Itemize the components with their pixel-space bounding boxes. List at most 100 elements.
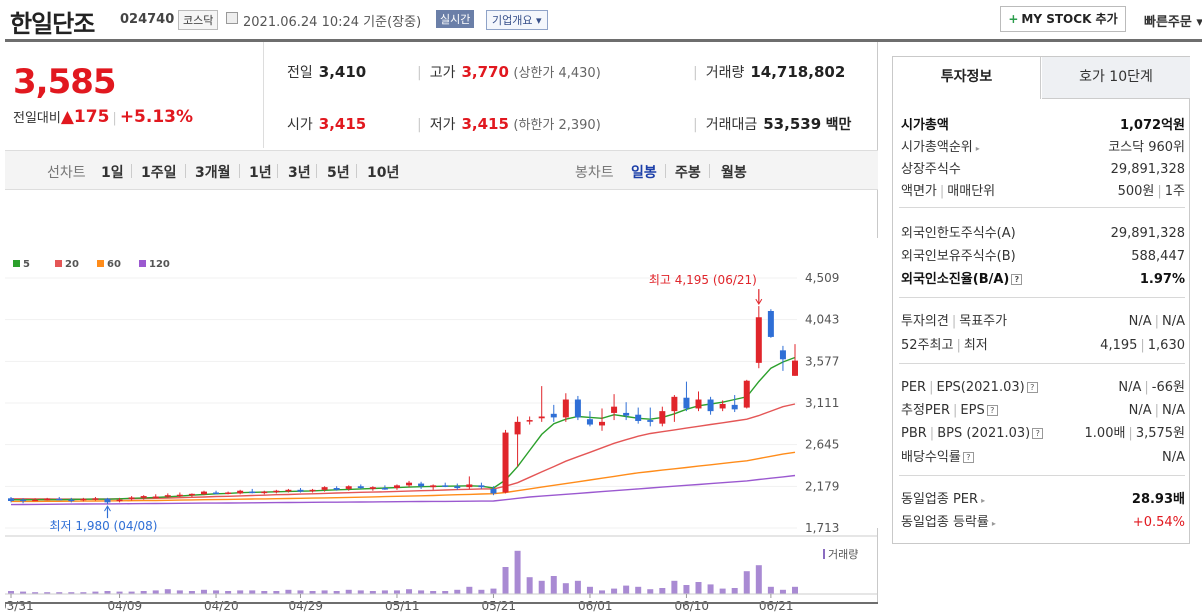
candle-body [550,413,557,418]
row-divider [899,297,1185,298]
invest-row-value: N/A | N/A [1128,403,1185,418]
candle-body [490,488,497,494]
invest-row-value: 500원 | 1주 [1117,184,1185,199]
candle-body [526,420,533,422]
candle-body [68,499,75,502]
chart-background [5,238,878,528]
invest-row-label: 외국인보유주식수(B) [901,249,1016,264]
period-1w[interactable]: 1주일 [141,165,177,181]
candle-daily[interactable]: 일봉 [631,165,657,181]
candle-body [333,488,340,490]
volume-bar [671,580,678,594]
period-3m[interactable]: 3개월 [195,165,231,181]
y-tick-label: 4,043 [805,313,839,327]
volume-bar [200,589,207,594]
moving-average-line [11,451,796,503]
candle-body [393,485,400,489]
volume-bar [538,580,545,594]
min-price-label: 최저 1,980 (04/08) [49,519,157,533]
price-change: 전일대비▲175 | +5.13% [13,107,194,127]
company-overview-dropdown[interactable]: 기업개요 ▾ [486,10,548,30]
volume-bar [357,590,364,594]
volume-bar [466,586,473,594]
period-10y[interactable]: 10년 [367,165,400,181]
candle-body [731,404,738,410]
legend-label: 60 [107,259,121,270]
candle-body [237,490,244,494]
invest-row-value: 1.97% [1139,272,1185,287]
help-icon[interactable]: ? [1026,382,1038,393]
stat-volume: | 거래량 14,718,802 [693,63,846,81]
candle-monthly[interactable]: 월봉 [721,165,747,181]
candle-body [309,489,316,492]
tab-quotes-10[interactable]: 호가 10단계 [1042,57,1190,99]
volume-bar [92,591,99,594]
candle-body [297,489,304,492]
volume-bar [623,585,630,594]
add-my-stock-button[interactable]: + MY STOCK 추가 [1000,6,1126,32]
invest-row-label[interactable]: 시가총액순위 ▸ [901,140,980,155]
invest-row-label: 52주최고 | 최저 [901,338,988,353]
candle-body [225,492,232,495]
max-price-label: 최고 4,195 (06/21) [649,273,757,287]
candle-body [635,414,642,421]
candle-chart-label: 봉차트 [575,165,614,181]
y-tick-label: 3,111 [805,396,839,410]
max-arrow-head [755,298,763,306]
stat-low: | 저가 3,415 (하한가 2,390) [417,115,601,133]
period-1y[interactable]: 1년 [249,165,272,181]
volume-bar [514,550,521,594]
invest-row-label[interactable]: 동일업종 PER ▸ [901,492,986,507]
volume-bar [152,590,159,594]
candle-weekly[interactable]: 주봉 [675,165,701,181]
up-arrow-icon: ▲ [60,107,74,127]
period-3y[interactable]: 3년 [288,165,311,181]
plus-icon: + [1008,12,1019,26]
realtime-badge[interactable]: 실시간 [436,10,475,28]
invest-row: 시가총액순위 ▸ 코스닥 960위 [901,137,1185,159]
candle-body [683,397,690,409]
volume-bar [321,590,328,594]
bottom-divider [5,602,878,604]
candle-body [8,498,14,501]
candle-body [792,360,798,376]
help-icon[interactable]: ? [1011,274,1023,285]
volume-bar [176,590,183,594]
stock-name: 한일단조 [10,10,95,38]
y-tick-label: 2,179 [805,479,839,493]
candle-body [466,484,473,488]
invest-row: 52주최고 | 최저 4,195 | 1,630 [901,335,1185,357]
invest-row: 외국인소진율(B/A)? 1.97% [901,269,1185,291]
quick-order-button[interactable]: 빠른주문 ▾ [1144,15,1202,30]
volume-bar [454,589,461,594]
volume-legend-swatch [823,549,825,559]
volume-bar [779,589,786,594]
legend-swatch [13,260,20,267]
candlestick-chart[interactable]: 5 20 60 120 4,509 4,043 3,577 3,111 2,645 2,179 1,… [0,202,878,613]
volume-bar [502,567,509,594]
candle-body [32,499,39,502]
tab-invest-info[interactable]: 투자정보 [893,57,1041,99]
invest-row-label: 시가총액 [901,118,949,133]
candle-body [176,494,183,497]
candle-body [599,421,606,426]
help-icon[interactable]: ? [986,405,998,416]
volume-bar [707,584,714,594]
volume-bar [20,591,27,594]
candle-body [779,350,786,360]
candle-body [188,493,195,496]
help-icon[interactable]: ? [962,452,974,463]
volume-bar [635,586,642,594]
volume-bar [406,589,413,594]
volume-bar [261,591,268,594]
invest-row: 동일업종 PER ▸ 28.93배 [901,489,1185,511]
period-1d[interactable]: 1일 [101,165,124,181]
invest-row-value: 코스닥 960위 [1108,140,1185,155]
period-5y[interactable]: 5년 [327,165,350,181]
invest-row-label[interactable]: 동일업종 등락률 ▸ [901,515,996,530]
invest-row-label: PER | EPS(2021.03)? [901,377,1038,399]
candle-body [442,485,449,487]
candle-body [611,406,618,413]
help-icon[interactable]: ? [1032,428,1044,439]
candle-body [659,411,666,424]
